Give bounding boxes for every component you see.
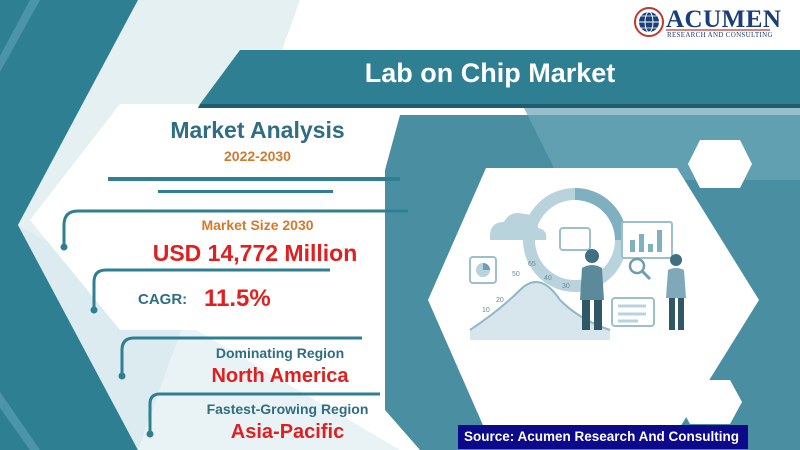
- market-size-label: Market Size 2030: [201, 217, 314, 233]
- title-banner-shadow: [198, 104, 800, 108]
- dominating-region-value: North America: [211, 365, 349, 387]
- bracket-cagr: [92, 268, 330, 308]
- illustration-number: 65: [528, 261, 536, 268]
- left-ribbon-bottom: [0, 225, 138, 450]
- bracket-market-size: [62, 209, 408, 245]
- small-hexagon-top: [688, 140, 752, 188]
- market-analysis-heading: Market Analysis: [170, 117, 345, 143]
- illustration-number: 20: [496, 297, 504, 304]
- person-man-icon: [580, 249, 604, 330]
- page-title: Lab on Chip Market: [364, 58, 616, 88]
- illustration-number: 30: [562, 283, 570, 290]
- screen-card-icon: [559, 227, 591, 251]
- person-woman-icon: [666, 254, 686, 330]
- bracket-dot: [146, 430, 154, 438]
- analysis-period: 2022-2030: [224, 148, 291, 164]
- left-ribbon-stripe-bottom: [0, 392, 40, 450]
- globe-logo-icon: [634, 7, 664, 37]
- bracket-fastest: [148, 392, 380, 432]
- market-size-value: USD 14,772 Million: [152, 240, 358, 266]
- info-hexagon: [30, 104, 408, 330]
- cagr-value: 11.5%: [204, 285, 271, 312]
- left-ribbon-top: [0, 0, 138, 225]
- bracket-dot: [90, 306, 98, 314]
- divider-line-short: [158, 190, 333, 193]
- analytics-illustration: 65 50 40 30 20 10: [469, 188, 686, 340]
- small-hexagon-bottom: [678, 380, 742, 424]
- cagr-label: CAGR:: [138, 291, 188, 308]
- bracket-dot: [118, 372, 126, 380]
- dominating-region-label: Dominating Region: [215, 345, 345, 361]
- cloud-icon: [490, 213, 547, 240]
- illustration-number: 10: [482, 307, 490, 314]
- source-credit: Source: Acumen Research And Consulting: [458, 425, 748, 449]
- fastest-growing-region-label: Fastest-Growing Region: [206, 401, 369, 417]
- fastest-growing-region-value: Asia-Pacific: [230, 421, 345, 443]
- left-ribbon-stripe: [0, 0, 40, 72]
- illustration-number: 40: [544, 275, 552, 282]
- bracket-dominating: [120, 336, 362, 374]
- illustration-number: 50: [512, 271, 520, 278]
- bracket-dot: [60, 243, 68, 251]
- title-banner: [200, 50, 800, 104]
- brand-tagline: RESEARCH AND CONSULTING: [667, 31, 773, 39]
- brand-logo-text: ACUMEN: [666, 6, 782, 33]
- area-chart-icon: [470, 282, 610, 340]
- magnifier-icon: [628, 257, 646, 275]
- divider-line-long: [108, 177, 400, 181]
- bar-chart-card-icon: [621, 221, 673, 259]
